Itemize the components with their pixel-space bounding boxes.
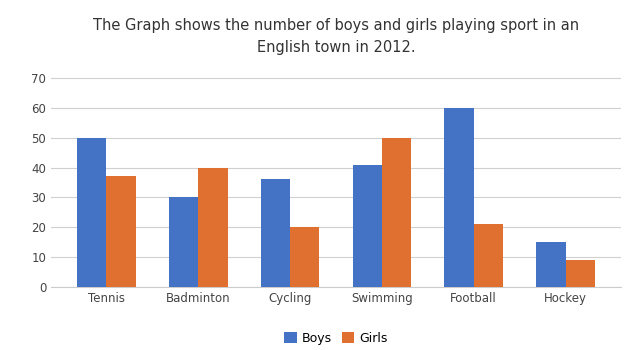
Bar	[198, 168, 228, 287]
Bar	[353, 164, 382, 287]
Bar	[536, 242, 566, 287]
Bar	[106, 176, 136, 287]
Bar	[260, 180, 290, 287]
Bar	[290, 227, 319, 287]
Bar	[382, 138, 412, 287]
Legend: Boys, Girls: Boys, Girls	[279, 327, 393, 350]
Bar	[566, 260, 595, 287]
Title: The Graph shows the number of boys and girls playing sport in an
English town in: The Graph shows the number of boys and g…	[93, 18, 579, 55]
Bar	[444, 108, 474, 287]
Bar	[77, 138, 106, 287]
Bar	[169, 197, 198, 287]
Bar	[474, 224, 503, 287]
